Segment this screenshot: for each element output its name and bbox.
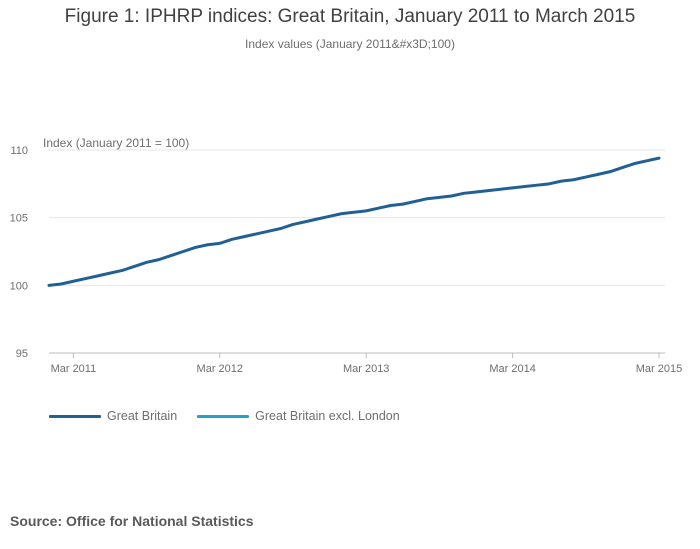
x-tick-label-mar-2013: Mar 2013 [343, 363, 389, 375]
legend-item-great-britain[interactable]: Great Britain [49, 409, 177, 423]
legend-item-great-britain-excl-london[interactable]: Great Britain excl. London [197, 409, 400, 423]
legend-swatch-great-britain [49, 414, 101, 418]
chart-legend: Great Britain Great Britain excl. London [49, 409, 420, 423]
y-axis-label: Index (January 2011 = 100) [43, 136, 189, 150]
x-tick-label-mar-2015: Mar 2015 [636, 363, 682, 375]
x-tick-label-mar-2014: Mar 2014 [489, 363, 535, 375]
chart-title: Figure 1: IPHRP indices: Great Britain, … [64, 6, 636, 27]
chart-subtitle: Index values (January 2011&#x3D;100) [245, 37, 455, 51]
chart-plot-area: 95 100 105 110 Index (January 2011 = 100) Mar… [10, 136, 683, 375]
x-tick-label-mar-2012: Mar 2012 [197, 363, 243, 375]
y-tick-label-105: 105 [10, 213, 28, 225]
legend-label-great-britain-excl-london: Great Britain excl. London [255, 409, 400, 423]
legend-swatch-great-britain-excl-london [197, 414, 250, 418]
x-tick-label-mar-2011: Mar 2011 [51, 363, 97, 375]
y-tick-label-110: 110 [10, 145, 28, 157]
series-line-great-britain [47, 156, 661, 287]
y-tick-label-95: 95 [16, 348, 28, 360]
source-note: Source: Office for National Statistics [10, 513, 254, 529]
legend-label-great-britain: Great Britain [107, 409, 178, 423]
y-tick-label-100: 100 [10, 280, 28, 292]
